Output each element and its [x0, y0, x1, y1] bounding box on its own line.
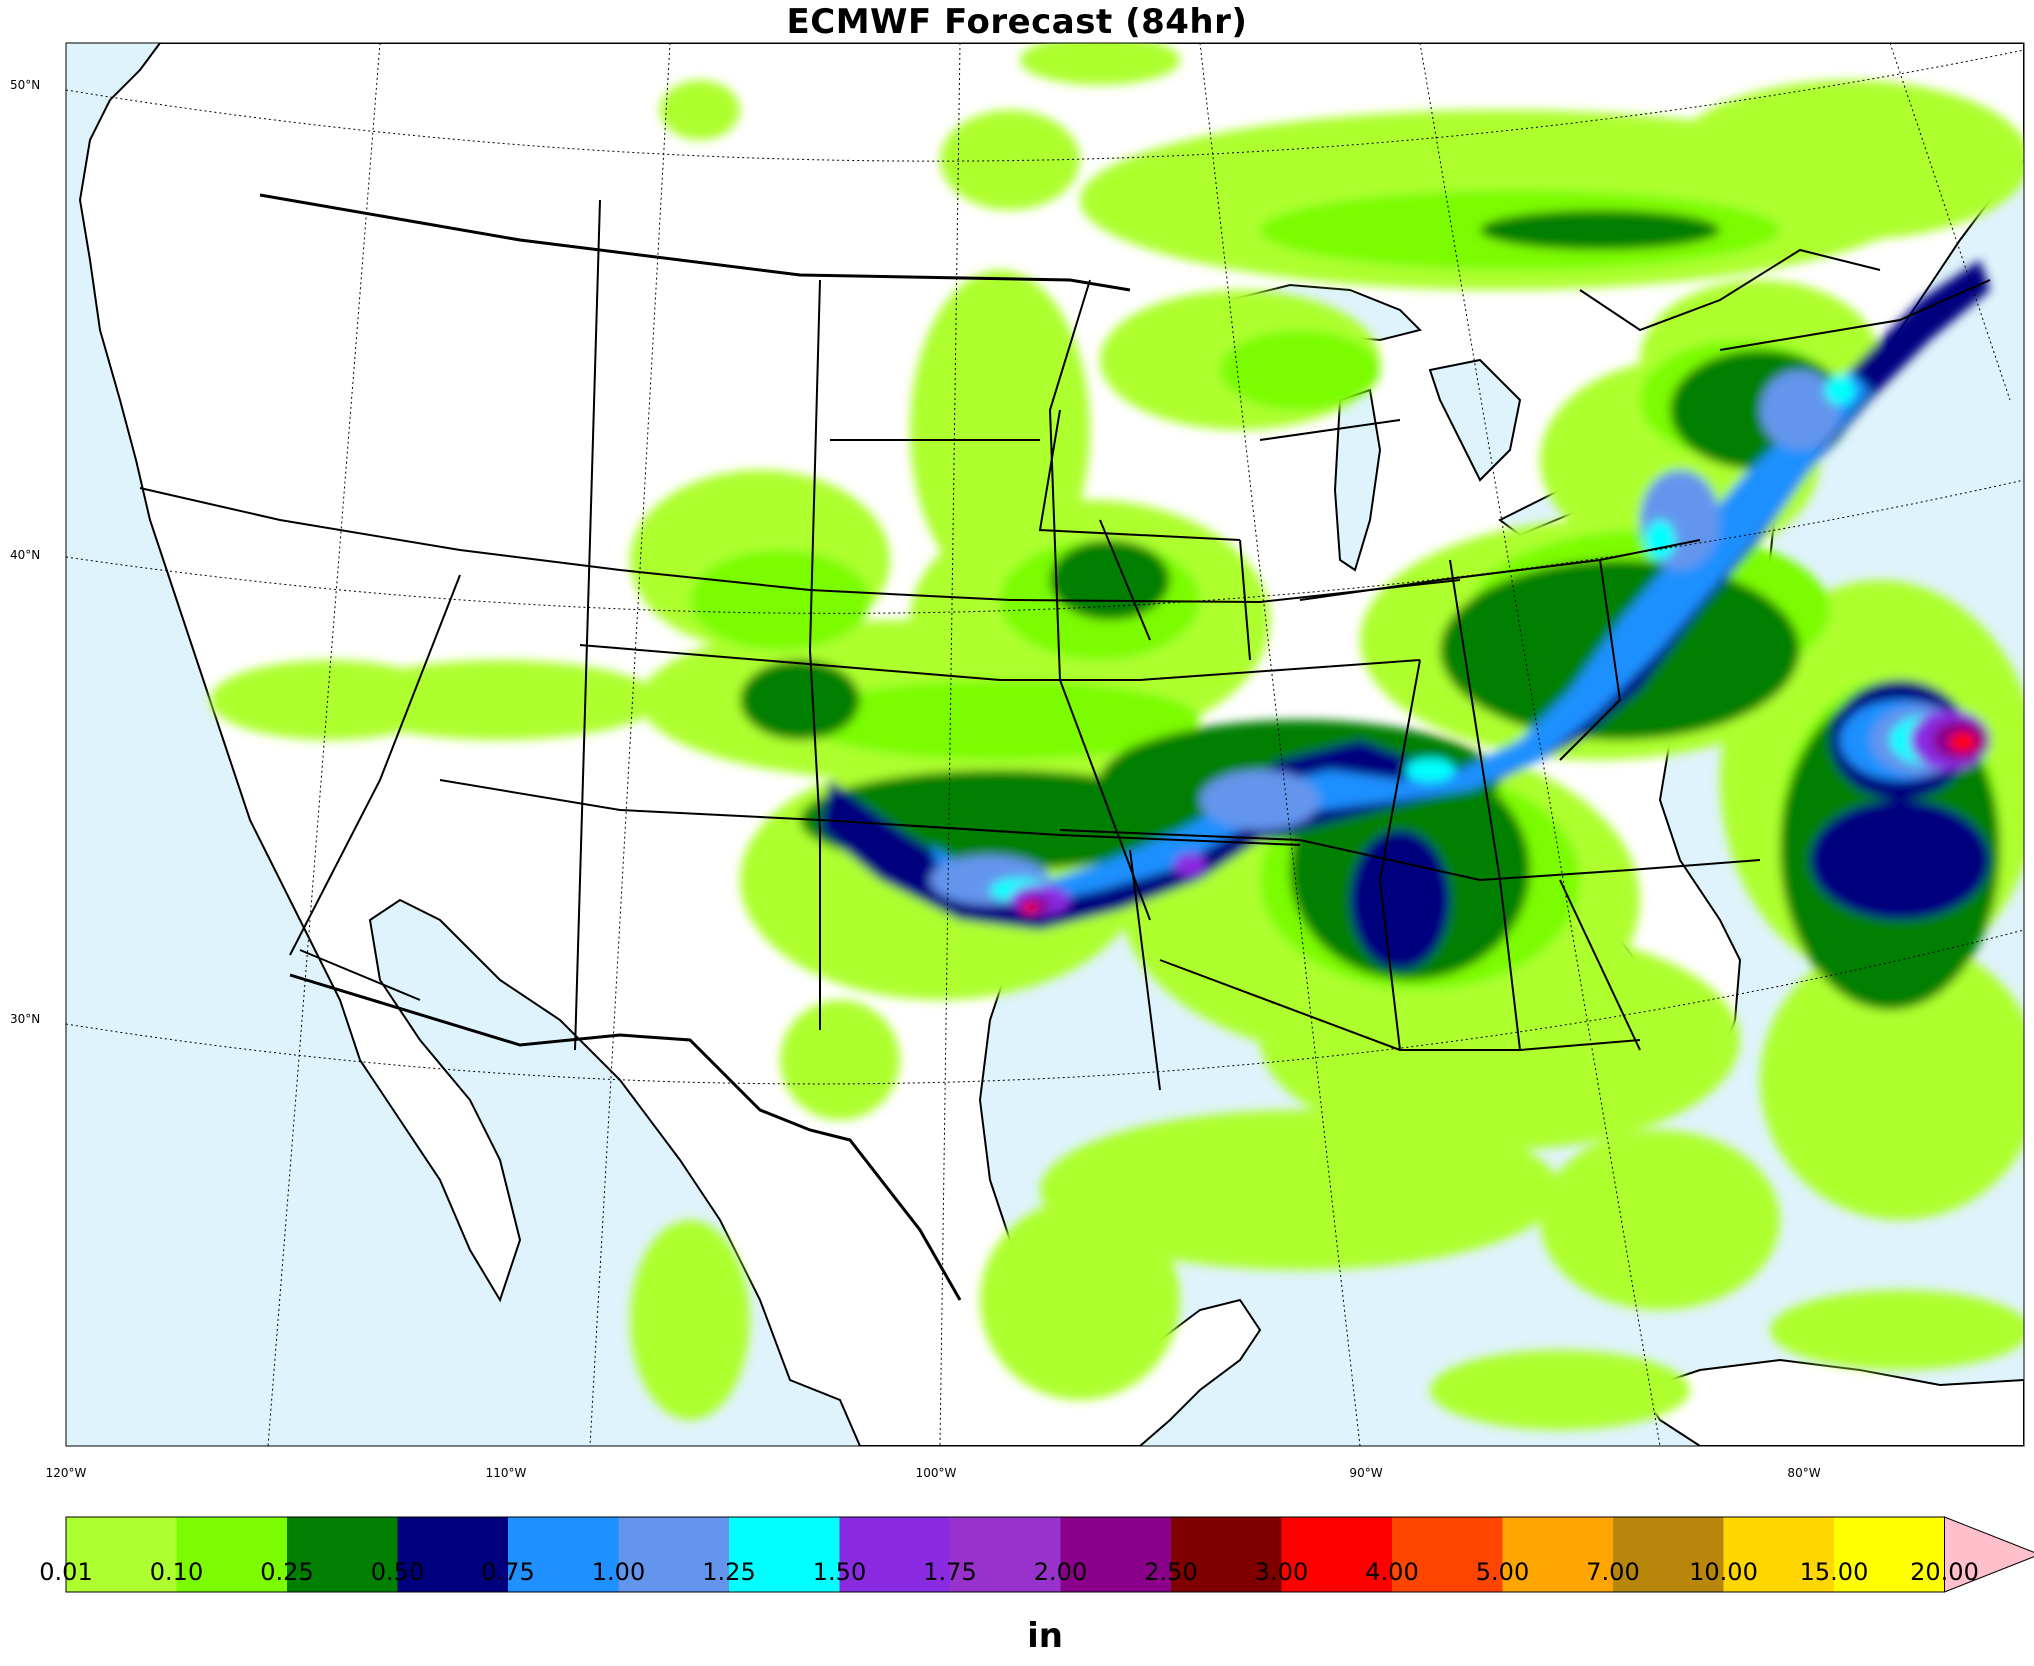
colorbar-segment — [1502, 1517, 1614, 1592]
colorbar-tick-label: 20.00 — [1910, 1558, 1979, 1586]
lat-label-40: 40°N — [10, 548, 41, 562]
colorbar-segment — [508, 1517, 619, 1592]
political-borders — [139, 193, 1991, 1301]
colorbar-tick-label: 10.00 — [1689, 1558, 1758, 1586]
colorbar-segment — [1392, 1517, 1503, 1592]
colorbar-segment — [1060, 1517, 1172, 1592]
graticule — [66, 43, 2024, 1446]
colorbar-tick-label: 1.00 — [591, 1558, 646, 1586]
colorbar-segment — [839, 1517, 951, 1592]
colorbar-tick-label: 0.75 — [481, 1558, 535, 1586]
colorbar-segment — [176, 1517, 288, 1592]
colorbar-segment — [729, 1517, 840, 1592]
lon-label-120w: 120°W — [45, 1466, 87, 1480]
colorbar-segment — [1723, 1517, 1835, 1592]
colorbar-segment — [1834, 1517, 1945, 1592]
colorbar-outline — [65, 1516, 1945, 1593]
colorbar-tick-label: 1.25 — [702, 1558, 756, 1586]
precipitation-field — [210, 43, 2024, 1430]
colorbar-segment — [950, 1517, 1061, 1592]
colorbar-tick-label: 15.00 — [1799, 1558, 1869, 1586]
colorbar-segment — [1171, 1517, 1282, 1592]
colorbar-tick-label: 4.00 — [1365, 1558, 1419, 1586]
colorbar-tick-label: 0.25 — [260, 1558, 314, 1586]
colorbar-segment — [397, 1517, 509, 1592]
colorbar-tick-label: 2.00 — [1033, 1558, 1088, 1586]
colorbar-segment — [618, 1517, 730, 1592]
lake-huron — [1428, 358, 1522, 482]
colorbar-tick-label: 3.00 — [1254, 1558, 1309, 1586]
cuba — [1638, 1358, 2024, 1446]
colorbar-units: in — [1027, 1616, 1063, 1656]
colorbar-segment — [1281, 1517, 1393, 1592]
colorbar-tick-label: 0.10 — [149, 1558, 204, 1586]
colorbar — [65, 1516, 2034, 1593]
colorbar-tick-label: 0.50 — [370, 1558, 425, 1586]
colorbar-tick-label: 0.01 — [39, 1558, 93, 1586]
colorbar-tick-label: 1.75 — [923, 1558, 977, 1586]
lon-label-80w: 80°W — [1787, 1466, 1821, 1480]
map-frame — [65, 42, 2025, 1447]
lon-label-100w: 100°W — [915, 1466, 957, 1480]
colorbar-tick-label: 1.50 — [812, 1558, 867, 1586]
lon-label-110w: 110°W — [485, 1466, 527, 1480]
lat-label-50: 50°N — [10, 78, 41, 92]
colorbar-tick-label: 2.50 — [1144, 1558, 1198, 1586]
colorbar-segment — [66, 1517, 177, 1592]
lake-michigan — [1333, 388, 1382, 572]
colorbar-segment — [287, 1517, 398, 1592]
lon-label-90w: 90°W — [1349, 1466, 1383, 1480]
colorbar-tick-label: 7.00 — [1586, 1558, 1640, 1586]
colorbar-segment — [1613, 1517, 1724, 1592]
lat-label-30: 30°N — [10, 1012, 41, 1026]
colorbar-tick-label: 5.00 — [1475, 1558, 1530, 1586]
map-title: ECMWF Forecast (84hr) — [786, 2, 1248, 42]
